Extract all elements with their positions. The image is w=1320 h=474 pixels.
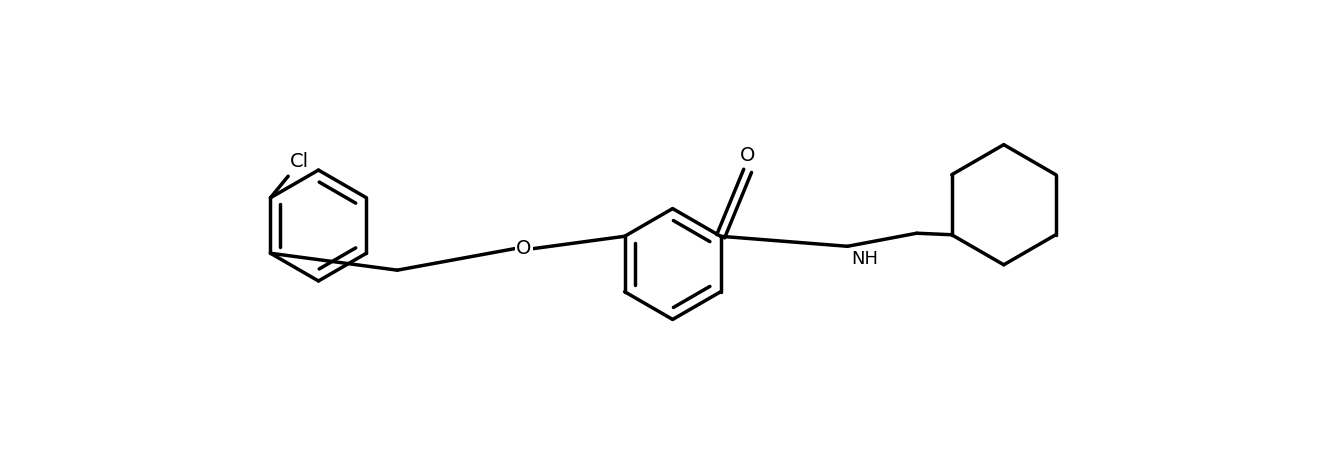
Text: Cl: Cl [289,152,309,171]
Text: NH: NH [851,250,878,268]
Text: O: O [741,146,755,164]
Text: O: O [516,239,532,258]
